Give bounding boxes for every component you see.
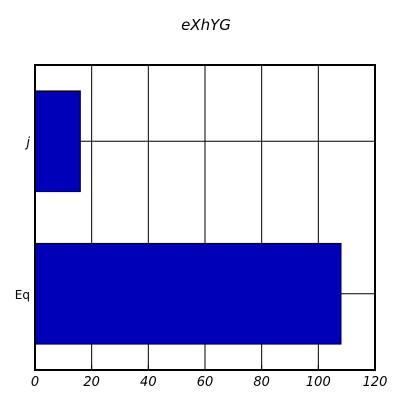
x-tick-label: 120	[363, 375, 388, 390]
y-tick-label: j	[24, 135, 30, 150]
y-tick-label: Eq	[15, 288, 30, 302]
x-tick-label: 80	[253, 375, 270, 390]
x-tick-label: 100	[306, 375, 331, 390]
bar-eq	[34, 242, 342, 345]
bars	[34, 90, 342, 345]
x-axis-ticks: 0 20 40 60 80 100 120	[31, 365, 388, 390]
x-tick-label: 40	[140, 375, 157, 390]
x-tick-label: 0	[31, 375, 39, 390]
bar-j	[34, 90, 81, 193]
x-tick-label: 60	[197, 375, 214, 390]
x-tick-label: 20	[83, 375, 100, 390]
y-axis-ticks: Eq j	[15, 135, 31, 302]
chart-title: eXhYG	[181, 16, 231, 34]
